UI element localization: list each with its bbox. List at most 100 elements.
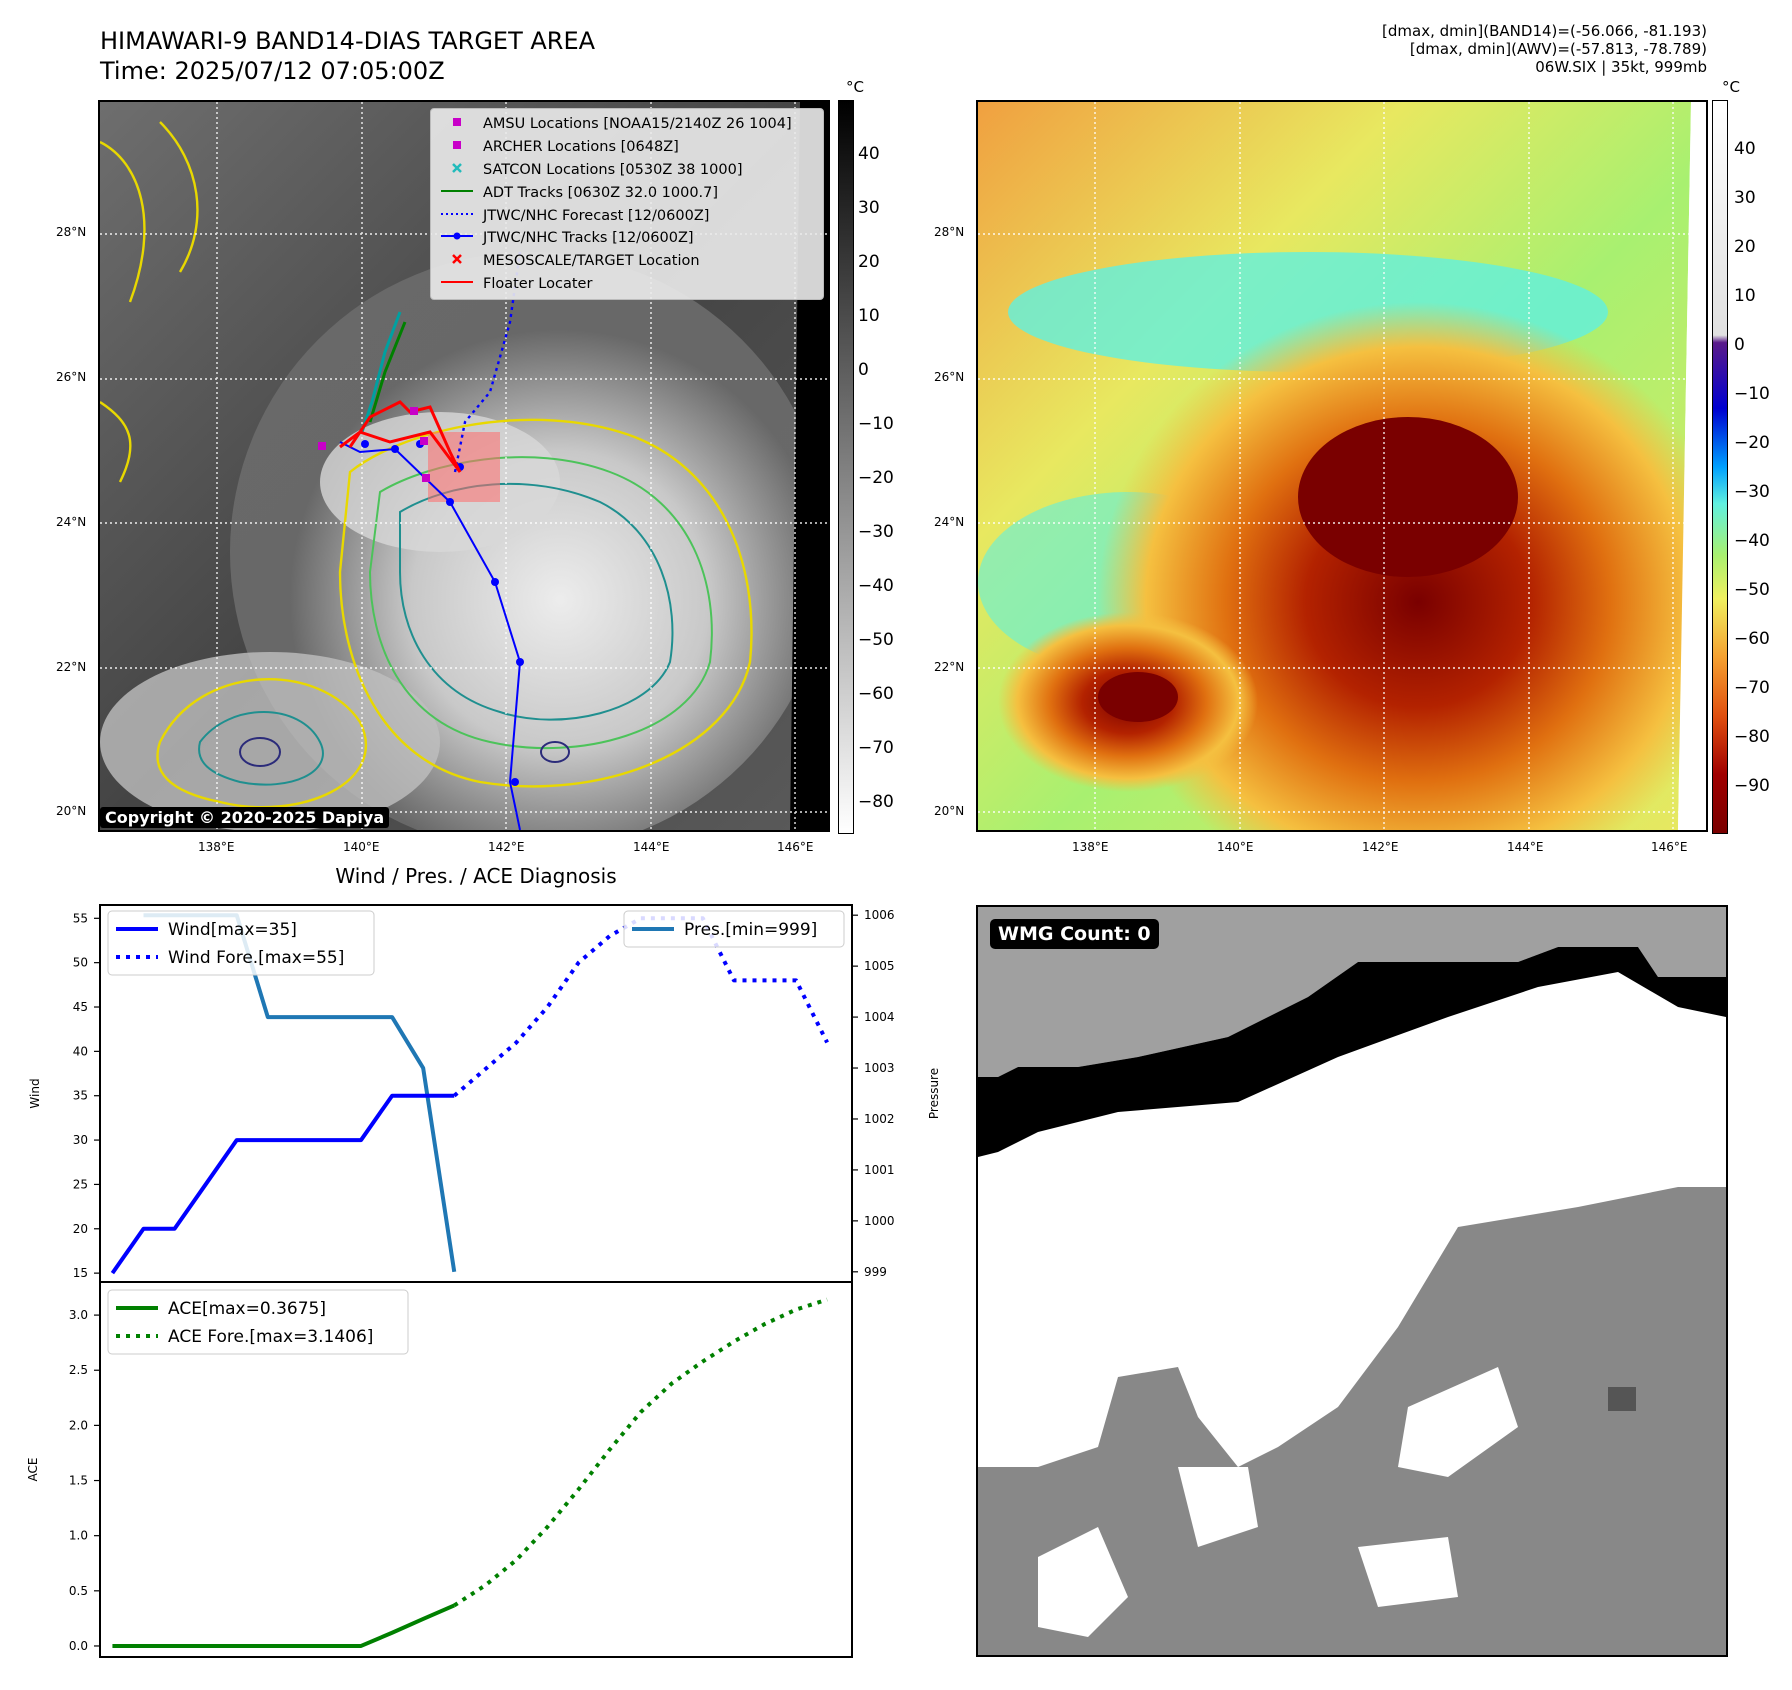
wind-tick-label: 50 <box>73 956 88 970</box>
legend-entry: ARCHER Locations [0648Z] <box>439 136 815 159</box>
lon-label: 142°E <box>488 840 525 854</box>
lat-label: 28°N <box>56 225 87 239</box>
legend-symbol <box>439 116 475 132</box>
ace-tick-label: 0.0 <box>69 1639 88 1653</box>
color-map <box>978 102 1706 830</box>
lat-label: 28°N <box>934 225 965 239</box>
ace-axis-label: ACE <box>26 1458 40 1482</box>
lon-label: 138°E <box>1072 840 1109 854</box>
lat-label: 24°N <box>934 515 965 529</box>
pressure-tick-label: 1001 <box>864 1163 895 1177</box>
wmg-map <box>978 907 1726 1655</box>
ace-tick-label: 2.0 <box>69 1418 88 1432</box>
ace-tick-label: 3.0 <box>69 1308 88 1322</box>
wind-tick-label: 15 <box>73 1266 88 1280</box>
colorbar-tick: 10 <box>1734 286 1756 306</box>
lat-label: 24°N <box>56 515 87 529</box>
legend-label: Pres.[min=999] <box>684 920 817 940</box>
legend-label: ARCHER Locations [0648Z] <box>483 139 679 156</box>
pressure-tick-label: 1006 <box>864 908 895 922</box>
pressure-legend <box>623 910 845 948</box>
colorbar-tick: 0 <box>1734 335 1745 355</box>
wind-forecast-line <box>452 916 829 1098</box>
legend-entry: AMSU Locations [NOAA15/2140Z 26 1004] <box>439 113 815 136</box>
lon-label: 144°E <box>1507 840 1544 854</box>
legend-symbol <box>439 139 475 155</box>
legend-entry: Floater Locater <box>439 273 815 296</box>
ir-colorbar-unit: °C <box>846 78 864 96</box>
wmg-count-badge: WMG Count: 0 <box>990 919 1159 949</box>
colorbar-tick: 40 <box>858 144 880 164</box>
colorbar-tick: −80 <box>858 792 894 812</box>
colorbar-tick: −90 <box>1734 776 1770 796</box>
pressure-tick-label: 1004 <box>864 1010 895 1024</box>
wind-tick-label: 40 <box>73 1044 88 1058</box>
legend-symbol <box>439 185 475 201</box>
legend-symbol <box>439 253 475 269</box>
diag-chart: 55 50 45 40 35 30 25 20 15 1006 1005 1004 1003 1002 10… <box>26 904 940 1658</box>
diag-title: Wind / Pres. / ACE Diagnosis <box>335 864 617 888</box>
lon-label: 144°E <box>633 840 670 854</box>
title-line-1: HIMAWARI-9 BAND14-DIAS TARGET AREA <box>100 27 596 55</box>
wmg-panel: WMG Count: 0 <box>976 905 1728 1657</box>
pressure-tick-label: 1000 <box>864 1214 895 1228</box>
wind-tick-label: 55 <box>73 911 88 925</box>
wind-tick-label: 20 <box>73 1222 88 1236</box>
legend-entry: JTWC/NHC Forecast [12/0600Z] <box>439 204 815 227</box>
colorbar-tick: −10 <box>1734 384 1770 404</box>
ace-forecast-line <box>453 1297 828 1608</box>
ace-line <box>112 1603 456 1648</box>
lon-label: 142°E <box>1362 840 1399 854</box>
legend-entry: ADT Tracks [0630Z 32.0 1000.7] <box>439 181 815 204</box>
legend-entry: MESOSCALE/TARGET Location <box>439 250 815 273</box>
legend-symbol <box>439 230 475 246</box>
colorbar-tick: 30 <box>1734 188 1756 208</box>
wind-tick-label: 35 <box>73 1089 88 1103</box>
pressure-tick-label: 1005 <box>864 959 895 973</box>
figure-title: HIMAWARI-9 BAND14-DIAS TARGET AREA Time:… <box>100 26 595 86</box>
lon-label: 138°E <box>198 840 235 854</box>
colorbar-tick: 30 <box>858 198 880 218</box>
colorbar-tick: −50 <box>858 630 894 650</box>
storm-status: 06W.SIX | 35kt, 999mb <box>1535 58 1707 76</box>
wind-tick-label: 25 <box>73 1177 88 1191</box>
legend-symbol <box>439 276 475 292</box>
colorbar-tick: −20 <box>858 468 894 488</box>
colorbar-tick: −70 <box>858 738 894 758</box>
colorbar-tick: −30 <box>858 522 894 542</box>
colorbar-tick: 20 <box>858 252 880 272</box>
ir-legend: AMSU Locations [NOAA15/2140Z 26 1004] ARC… <box>430 108 824 301</box>
colorbar-tick: −50 <box>1734 580 1770 600</box>
colorbar-tick: 40 <box>1734 139 1756 159</box>
wind-line <box>110 1093 455 1275</box>
pressure-tick-label: 1002 <box>864 1112 895 1126</box>
title-line-2: Time: 2025/07/12 07:05:00Z <box>100 57 445 85</box>
band14-range: [dmax, dmin](BAND14)=(-56.066, -81.193) <box>1382 22 1707 40</box>
wind-axis-label: Wind <box>28 1078 42 1108</box>
legend-label: JTWC/NHC Forecast [12/0600Z] <box>483 207 710 224</box>
colorbar-tick: −70 <box>1734 678 1770 698</box>
lat-label: 22°N <box>56 660 87 674</box>
pressure-axis-label: Pressure <box>927 1068 940 1119</box>
ace-tick-label: 2.5 <box>69 1363 88 1377</box>
legend-symbol <box>439 162 475 178</box>
wind-tick-label: 30 <box>73 1133 88 1147</box>
lat-label: 26°N <box>56 370 87 384</box>
colorbar-tick: 10 <box>858 306 880 326</box>
colorbar-tick: −60 <box>1734 629 1770 649</box>
ace-tick-label: 0.5 <box>69 1584 88 1598</box>
legend-label: ACE Fore.[max=3.1406] <box>168 1327 373 1347</box>
legend-label: Floater Locater <box>483 275 593 292</box>
colorbar-tick: 0 <box>858 360 869 380</box>
storm-info: [dmax, dmin](BAND14)=(-56.066, -81.193) … <box>1107 22 1707 76</box>
legend-label: AMSU Locations [NOAA15/2140Z 26 1004] <box>483 116 792 133</box>
colorbar-tick: −40 <box>858 576 894 596</box>
colorbar-tick: −60 <box>858 684 894 704</box>
lat-label: 26°N <box>934 370 965 384</box>
ir-map-panel: Copyright © 2020-2025 Dapiya AMSU Locati… <box>98 100 830 832</box>
legend-label: JTWC/NHC Tracks [12/0600Z] <box>483 230 694 247</box>
legend-symbol <box>439 208 475 224</box>
legend-entry: JTWC/NHC Tracks [12/0600Z] <box>439 227 815 250</box>
colorbar-tick: −20 <box>1734 433 1770 453</box>
color-map-panel <box>976 100 1708 832</box>
